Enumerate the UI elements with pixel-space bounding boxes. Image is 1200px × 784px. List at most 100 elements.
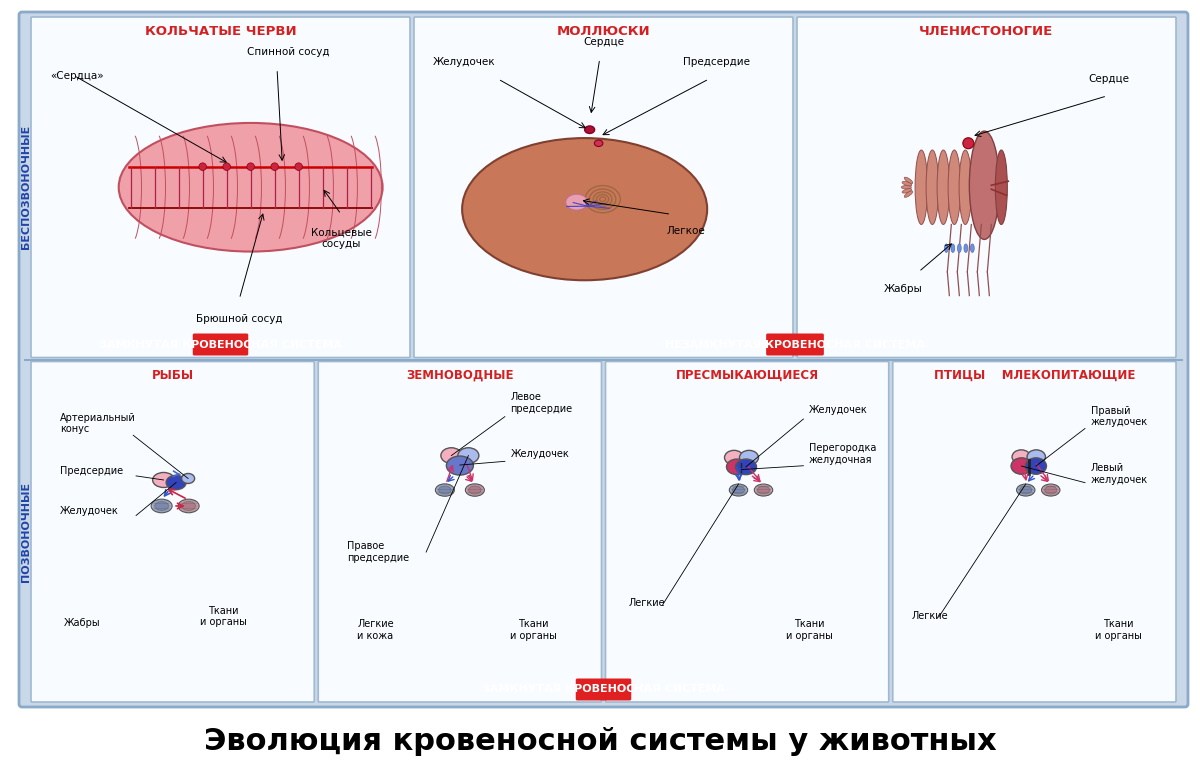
FancyBboxPatch shape	[606, 361, 889, 702]
Text: Желудочек: Желудочек	[510, 449, 569, 459]
Text: ЗАМКНУТАЯ КРОВЕНОСНАЯ СИСТЕМА: ЗАМКНУТАЯ КРОВЕНОСНАЯ СИСТЕМА	[98, 339, 342, 350]
Text: МОЛЛЮСКИ: МОЛЛЮСКИ	[557, 24, 650, 38]
FancyBboxPatch shape	[414, 17, 793, 358]
Text: ПРЕСМЫКАЮЩИЕСЯ: ПРЕСМЫКАЮЩИЕСЯ	[676, 369, 818, 382]
Text: Предсердие: Предсердие	[683, 57, 750, 67]
Ellipse shape	[181, 474, 194, 484]
Text: Перегородка
желудочная: Перегородка желудочная	[809, 443, 876, 465]
Ellipse shape	[905, 191, 913, 198]
Text: Правый
желудочек: Правый желудочек	[1091, 406, 1147, 427]
Text: Сердце: Сердце	[1088, 74, 1129, 84]
Text: НЕЗАМКНУТАЯ КРОВЕНОСНАЯ СИСТЕМА: НЕЗАМКНУТАЯ КРОВЕНОСНАЯ СИСТЕМА	[665, 339, 925, 350]
Ellipse shape	[178, 499, 199, 513]
Ellipse shape	[584, 126, 595, 133]
Ellipse shape	[730, 484, 748, 496]
Text: «Сердца»: «Сердца»	[50, 71, 103, 81]
Ellipse shape	[462, 138, 707, 280]
Text: Артериальный
конус: Артериальный конус	[60, 412, 136, 434]
Ellipse shape	[155, 502, 168, 510]
Ellipse shape	[971, 244, 974, 252]
Ellipse shape	[594, 140, 602, 147]
FancyBboxPatch shape	[31, 17, 410, 358]
Ellipse shape	[739, 450, 758, 465]
FancyBboxPatch shape	[797, 17, 1176, 358]
Ellipse shape	[1027, 450, 1045, 464]
Text: Ткани
и органы: Ткани и органы	[786, 619, 833, 641]
Circle shape	[247, 163, 254, 170]
Text: Спинной сосуд: Спинной сосуд	[247, 47, 330, 57]
Ellipse shape	[1012, 458, 1032, 474]
FancyBboxPatch shape	[766, 333, 824, 355]
Text: Ткани
и органы: Ткани и органы	[200, 605, 247, 627]
Ellipse shape	[119, 123, 383, 252]
Ellipse shape	[995, 150, 1007, 224]
Text: Жабры: Жабры	[65, 618, 101, 628]
Text: ЗЕМНОВОДНЫЕ: ЗЕМНОВОДНЫЕ	[406, 369, 514, 382]
Ellipse shape	[959, 150, 972, 224]
Text: Левый
желудочек: Левый желудочек	[1091, 463, 1147, 485]
Text: Ткани
и органы: Ткани и органы	[510, 619, 557, 641]
Ellipse shape	[926, 150, 938, 224]
Ellipse shape	[1020, 486, 1032, 494]
Ellipse shape	[1026, 458, 1046, 474]
Ellipse shape	[436, 484, 455, 496]
Ellipse shape	[958, 244, 961, 252]
Ellipse shape	[166, 475, 186, 490]
Ellipse shape	[757, 486, 769, 494]
Text: Брюшной сосуд: Брюшной сосуд	[196, 314, 283, 325]
Ellipse shape	[732, 486, 744, 494]
Text: Сердце: Сердце	[583, 37, 624, 47]
Ellipse shape	[1045, 486, 1057, 494]
Text: ЗАМКНУТАЯ КРОВЕНОСНАЯ СИСТЕМА: ЗАМКНУТАЯ КРОВЕНОСНАЯ СИСТЕМА	[482, 684, 725, 695]
Ellipse shape	[152, 473, 175, 488]
Text: РЫБЫ: РЫБЫ	[151, 369, 193, 382]
Circle shape	[271, 163, 278, 170]
Text: Кольцевые
сосуды: Кольцевые сосуды	[311, 227, 372, 249]
Text: Легкие: Легкие	[912, 612, 949, 622]
Ellipse shape	[901, 186, 911, 189]
Ellipse shape	[458, 448, 479, 463]
FancyBboxPatch shape	[193, 333, 248, 355]
Ellipse shape	[944, 244, 948, 252]
Text: Эволюция кровеносной системы у животных: Эволюция кровеносной системы у животных	[204, 728, 996, 757]
Text: БЕСПОЗВОНОЧНЫЕ: БЕСПОЗВОНОЧНЫЕ	[20, 125, 30, 249]
Text: Ткани
и органы: Ткани и органы	[1096, 619, 1142, 641]
Ellipse shape	[182, 502, 196, 510]
Circle shape	[223, 163, 230, 170]
Ellipse shape	[948, 150, 960, 224]
Ellipse shape	[902, 189, 912, 193]
Circle shape	[962, 138, 974, 149]
Ellipse shape	[1042, 484, 1060, 496]
Text: КОЛЬЧАТЫЕ ЧЕРВИ: КОЛЬЧАТЫЕ ЧЕРВИ	[145, 24, 296, 38]
Ellipse shape	[905, 177, 913, 183]
Text: Жабры: Жабры	[884, 284, 923, 294]
Ellipse shape	[466, 484, 485, 496]
Ellipse shape	[902, 181, 912, 186]
Ellipse shape	[970, 150, 983, 224]
Text: Легкое: Легкое	[667, 227, 706, 236]
Circle shape	[199, 163, 206, 170]
Ellipse shape	[726, 459, 748, 474]
Ellipse shape	[1016, 484, 1034, 496]
Ellipse shape	[469, 486, 481, 494]
FancyBboxPatch shape	[318, 361, 601, 702]
Ellipse shape	[565, 194, 588, 210]
Text: Желудочек: Желудочек	[809, 405, 868, 415]
Text: ПТИЦЫ    МЛЕКОПИТАЮЩИЕ: ПТИЦЫ МЛЕКОПИТАЮЩИЕ	[934, 369, 1135, 382]
Circle shape	[295, 163, 302, 170]
Ellipse shape	[950, 244, 955, 252]
FancyBboxPatch shape	[893, 361, 1176, 702]
FancyBboxPatch shape	[19, 12, 1188, 707]
Text: Легкие
и кожа: Легкие и кожа	[358, 619, 394, 641]
Text: Желудочек: Желудочек	[433, 57, 496, 67]
Ellipse shape	[937, 150, 949, 224]
FancyBboxPatch shape	[31, 361, 314, 702]
Text: Желудочек: Желудочек	[60, 506, 119, 517]
Ellipse shape	[755, 484, 773, 496]
Ellipse shape	[736, 459, 756, 474]
Text: Левое
предсердие: Левое предсердие	[510, 392, 572, 414]
Text: ПОЗВОНОЧНЫЕ: ПОЗВОНОЧНЫЕ	[20, 481, 30, 582]
Text: ЧЛЕНИСТОНОГИЕ: ЧЛЕНИСТОНОГИЕ	[919, 24, 1054, 38]
Ellipse shape	[1012, 450, 1031, 464]
Ellipse shape	[964, 244, 967, 252]
